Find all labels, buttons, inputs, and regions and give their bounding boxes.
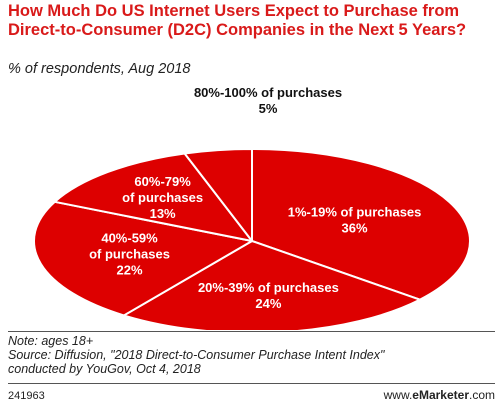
slice-label: 40%-59% of purchases 22% (89, 230, 170, 277)
brand-logo: www.eMarketer.com (384, 388, 495, 402)
brand-suffix: .com (468, 388, 495, 402)
slice-category-label: 40%-59% (101, 230, 158, 245)
slice-category-label: of purchases (89, 246, 170, 261)
slice-label: 80%-100% of purchases 5% (194, 85, 342, 116)
slice-category-label: 20%-39% of purchases (198, 280, 339, 295)
footer-source-continued: conducted by YouGov, Oct 4, 2018 (8, 362, 201, 376)
chart-id: 241963 (8, 390, 45, 402)
chart-footer: Note: ages 18+ Source: Diffusion, "2018 … (8, 334, 498, 376)
chart-subtitle: % of respondents, Aug 2018 (8, 61, 191, 77)
slice-label: 20%-39% of purchases 24% (198, 280, 339, 311)
slice-value-label: 36% (342, 221, 368, 236)
slice-value-label: 5% (259, 101, 278, 116)
pie-slice (53, 152, 253, 242)
slice-value-label: 24% (255, 296, 281, 311)
slice-value-label: 22% (117, 262, 143, 277)
footer-source: Source: Diffusion, "2018 Direct-to-Consu… (8, 348, 385, 362)
pie-slice (251, 148, 471, 301)
brand-name: eMarketer (412, 388, 469, 402)
footer-divider (8, 331, 495, 332)
chart-title: How Much Do US Internet Users Expect to … (8, 2, 467, 39)
slice-category-label: 60%-79% (134, 174, 191, 189)
slice-value-label: 13% (150, 206, 176, 221)
brand-prefix: www. (383, 388, 413, 402)
bottom-divider (8, 383, 495, 384)
slice-category-label: 1%-19% of purchases (288, 205, 422, 220)
pie-chart: 1%-19% of purchases 36% 20%-39% of purchas… (33, 85, 471, 330)
pie-slice (183, 148, 253, 242)
slice-category-label: of purchases (122, 190, 203, 205)
slice-label: 60%-79% of purchases 13% (122, 174, 203, 221)
pie-slice (122, 240, 421, 330)
slice-category-label: 80%-100% of purchases (194, 85, 342, 100)
footer-note: Note: ages 18+ (8, 334, 94, 348)
slice-label: 1%-19% of purchases 36% (288, 205, 422, 236)
